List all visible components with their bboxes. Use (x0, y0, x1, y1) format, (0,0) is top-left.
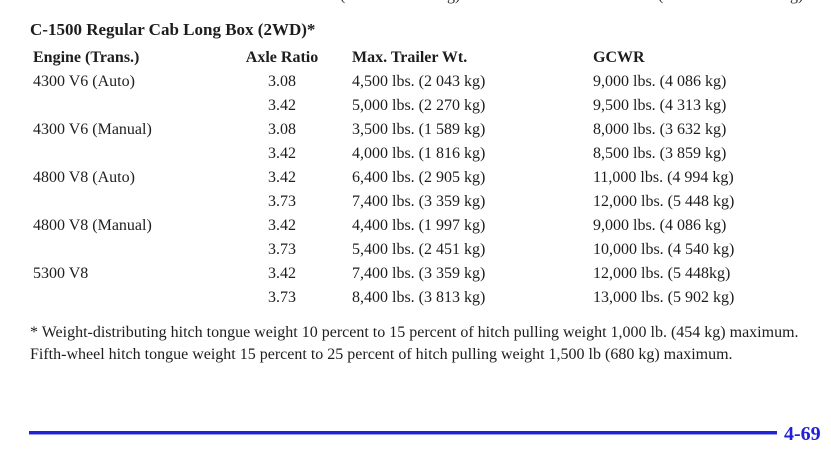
cell-axle: 3.42 (268, 169, 296, 186)
clipped-text-fragment: ( (340, 0, 345, 5)
cell-trailer: 7,400 lbs. (3 359 kg) (352, 265, 486, 282)
table-row: 4300 V6 (Auto) 3.08 4,500 lbs. (2 043 kg) 9… (33, 70, 828, 94)
clipped-text-fragment: g) (447, 0, 460, 5)
cell-engine (33, 238, 243, 262)
cell-trailer: 4,400 lbs. (1 997 kg) (352, 217, 486, 234)
table-header-row: Engine (Trans.) Axle Ratio Max. Trailer … (33, 46, 828, 70)
cell-axle: 3.42 (268, 97, 296, 114)
table-row: 3.73 8,400 lbs. (3 813 kg) 13,000 lbs. (5 … (33, 286, 828, 310)
cell-trailer: 4,000 lbs. (1 816 kg) (352, 145, 486, 162)
column-header-gcwr: GCWR (593, 49, 645, 66)
top-clipped-line: ( g) ( g) (0, 0, 831, 5)
cell-axle: 3.42 (268, 217, 296, 234)
cell-trailer: 5,400 lbs. (2 451 kg) (352, 241, 486, 258)
cell-engine: 4800 V8 (Manual) (33, 217, 152, 234)
cell-gcwr: 9,000 lbs. (4 086 kg) (593, 217, 727, 234)
cell-gcwr: 9,500 lbs. (4 313 kg) (593, 97, 727, 114)
cell-engine (33, 142, 243, 166)
cell-trailer: 4,500 lbs. (2 043 kg) (352, 73, 486, 90)
column-header-engine: Engine (Trans.) (33, 49, 140, 66)
table-row: 3.73 5,400 lbs. (2 451 kg) 10,000 lbs. (4 … (33, 238, 828, 262)
cell-engine: 4300 V6 (Manual) (33, 121, 152, 138)
table-row: 4300 V6 (Manual) 3.08 3,500 lbs. (1 589 kg… (33, 118, 828, 142)
footnote-line-1: * Weight-distributing hitch tongue weigh… (30, 324, 799, 341)
cell-trailer: 5,000 lbs. (2 270 kg) (352, 97, 486, 114)
cell-axle: 3.42 (268, 145, 296, 162)
cell-axle: 3.08 (268, 121, 296, 138)
table-row: 5300 V8 3.42 7,400 lbs. (3 359 kg) 12,000 l… (33, 262, 828, 286)
table-row: 4800 V8 (Auto) 3.42 6,400 lbs. (2 905 kg) 1… (33, 166, 828, 190)
cell-gcwr: 12,000 lbs. (5 448 kg) (593, 193, 735, 210)
cell-trailer: 6,400 lbs. (2 905 kg) (352, 169, 486, 186)
column-header-axle: Axle Ratio (245, 49, 319, 66)
cell-engine (33, 190, 243, 214)
cell-engine: 4800 V8 (Auto) (33, 169, 135, 186)
cell-engine (33, 94, 243, 118)
cell-gcwr: 8,000 lbs. (3 632 kg) (593, 121, 727, 138)
cell-gcwr: 10,000 lbs. (4 540 kg) (593, 241, 735, 258)
cell-trailer: 3,500 lbs. (1 589 kg) (352, 121, 486, 138)
clipped-text-fragment: ( (658, 0, 663, 5)
footnote-line-2: Fifth-wheel hitch tongue weight 15 perce… (30, 346, 733, 363)
table-row: 3.42 5,000 lbs. (2 270 kg) 9,500 lbs. (4 3… (33, 94, 828, 118)
table-row: 3.42 4,000 lbs. (1 816 kg) 8,500 lbs. (3 8… (33, 142, 828, 166)
cell-axle: 3.73 (268, 193, 296, 210)
cell-engine: 5300 V8 (33, 265, 89, 282)
footer-divider-rule (29, 431, 777, 434)
spec-table-body: 4300 V6 (Auto) 3.08 4,500 lbs. (2 043 kg) 9… (33, 70, 828, 310)
cell-gcwr: 11,000 lbs. (4 994 kg) (593, 169, 734, 186)
cell-gcwr: 13,000 lbs. (5 902 kg) (593, 289, 735, 306)
column-header-trailer: Max. Trailer Wt. (352, 49, 468, 66)
table-row: 3.73 7,400 lbs. (3 359 kg) 12,000 lbs. (5 … (33, 190, 828, 214)
cell-trailer: 7,400 lbs. (3 359 kg) (352, 193, 486, 210)
footnote: * Weight-distributing hitch tongue weigh… (30, 322, 825, 366)
cell-axle: 3.73 (268, 289, 296, 306)
cell-axle: 3.08 (268, 73, 296, 90)
table-row: 4800 V8 (Manual) 3.42 4,400 lbs. (1 997 kg… (33, 214, 828, 238)
cell-axle: 3.73 (268, 241, 296, 258)
cell-axle: 3.42 (268, 265, 296, 282)
cell-gcwr: 9,000 lbs. (4 086 kg) (593, 73, 727, 90)
section-title: C-1500 Regular Cab Long Box (2WD)* (30, 20, 316, 39)
page-number: 4-69 (784, 423, 821, 445)
cell-gcwr: 8,500 lbs. (3 859 kg) (593, 145, 727, 162)
towing-spec-table: Engine (Trans.) Axle Ratio Max. Trailer … (33, 46, 828, 310)
cell-trailer: 8,400 lbs. (3 813 kg) (352, 289, 486, 306)
cell-gcwr: 12,000 lbs. (5 448kg) (593, 265, 731, 282)
clipped-text-fragment: g) (790, 0, 803, 5)
cell-engine: 4300 V6 (Auto) (33, 73, 135, 90)
cell-engine (33, 286, 243, 310)
